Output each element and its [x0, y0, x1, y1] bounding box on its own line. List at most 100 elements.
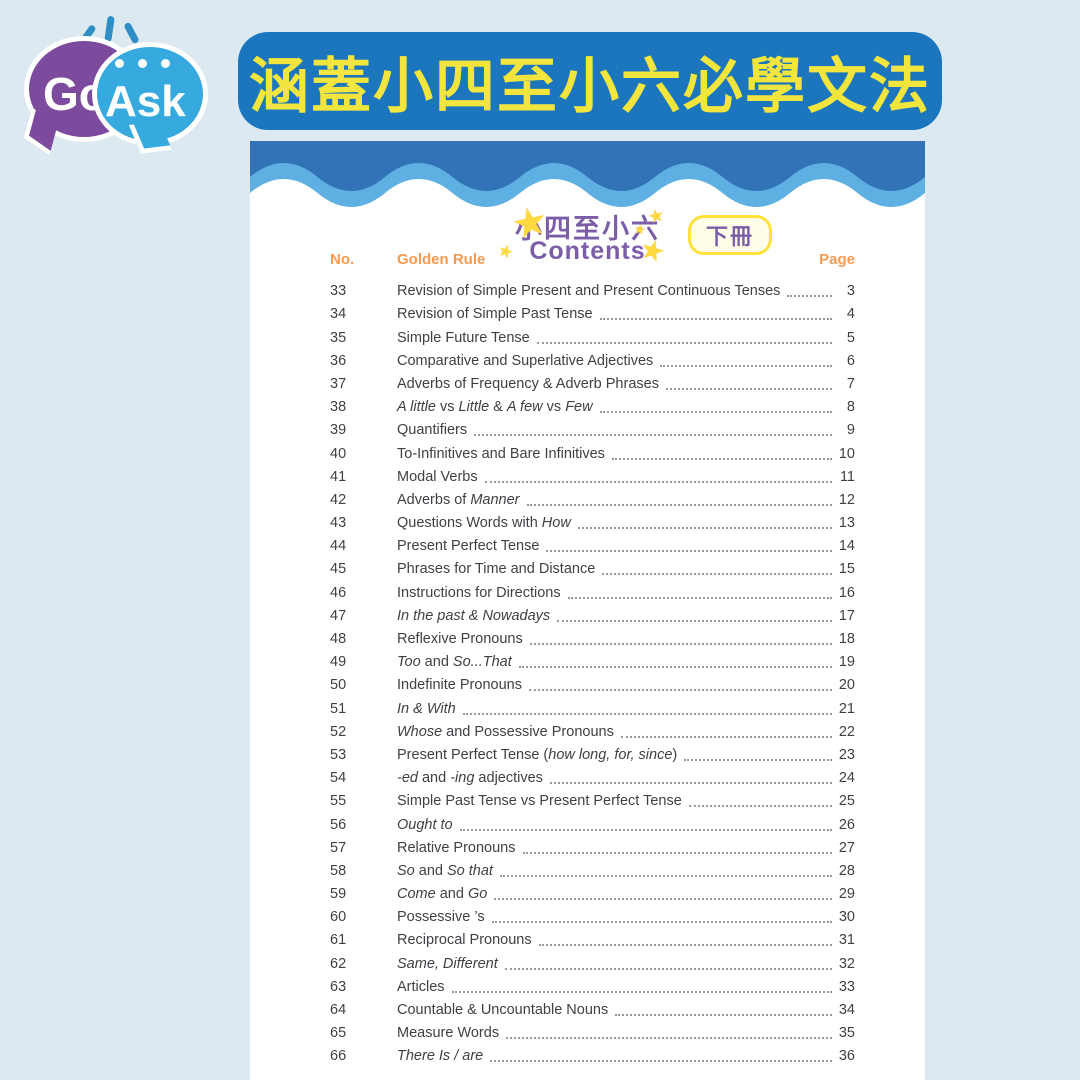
toc-row-number: 51 — [330, 700, 347, 717]
toc-row-page: 28 — [838, 862, 855, 879]
toc-row-title: So and So that — [397, 862, 493, 879]
toc-row-number: 56 — [330, 816, 347, 833]
toc-row-number: 50 — [330, 677, 347, 694]
toc-row-title: To-Infinitives and Bare Infinitives — [397, 445, 605, 462]
toc-list: 33 Revision of Simple Present and Present… — [330, 278, 855, 1066]
dotted-leader — [474, 434, 832, 437]
toc-row: 64 Countable & Uncountable Nouns 34 — [330, 997, 855, 1020]
toc-row-page: 22 — [838, 723, 855, 740]
volume-badge: 下冊 — [688, 215, 773, 255]
table-header: No. Golden Rule Page — [330, 251, 855, 271]
toc-row: 36 Comparative and Superlative Adjectives… — [330, 348, 855, 371]
toc-row-number: 33 — [330, 283, 347, 300]
toc-row-title: Reflexive Pronouns — [397, 631, 523, 647]
toc-row: 42 Adverbs of Manner 12 — [330, 487, 855, 510]
toc-row: 54 -ed and -ing adjectives 24 — [330, 765, 855, 788]
toc-row-title: Present Perfect Tense (how long, for, si… — [397, 746, 678, 763]
dotted-leader — [491, 921, 832, 924]
dotted-leader — [526, 503, 832, 506]
toc-row-page: 33 — [838, 978, 855, 995]
toc-row-page: 27 — [838, 839, 855, 856]
toc-row-title: Countable & Uncountable Nouns — [397, 1002, 609, 1018]
dotted-leader — [522, 851, 832, 854]
dotted-leader — [504, 967, 832, 970]
dotted-leader — [538, 944, 832, 947]
dotted-leader — [557, 619, 832, 622]
speech-bubble-ask-icon: Ask — [92, 42, 208, 146]
toc-row-title: Questions Words with How — [397, 515, 571, 532]
toc-row-number: 60 — [330, 909, 347, 926]
toc-row: 46 Instructions for Directions 16 — [330, 579, 855, 602]
toc-row-title: Ought to — [397, 816, 453, 833]
toc-row-page: 14 — [838, 538, 855, 555]
toc-row-number: 53 — [330, 746, 347, 763]
toc-row: 48 Reflexive Pronouns 18 — [330, 626, 855, 649]
toc-row-page: 24 — [838, 770, 855, 787]
dotted-leader — [567, 596, 832, 599]
dotted-leader — [599, 411, 832, 414]
dotted-leader — [484, 480, 832, 483]
toc-row-number: 57 — [330, 839, 347, 856]
dotted-leader — [536, 341, 832, 344]
goask-logo: Go Ask — [22, 12, 208, 146]
toc-row-title: Measure Words — [397, 1025, 500, 1042]
toc-row-number: 62 — [330, 955, 347, 972]
contents-title-zh: 小四至小六 — [515, 214, 660, 244]
toc-row: 47 In the past & Nowadays 17 — [330, 603, 855, 626]
toc-row-page: 25 — [838, 793, 855, 810]
toc-row: 49 Too and So...That 19 — [330, 649, 855, 672]
toc-row-title: In & With — [397, 700, 456, 717]
toc-row-page: 20 — [838, 677, 855, 694]
toc-row: 38 A little vs Little & A few vs Few 8 — [330, 394, 855, 417]
sparkle-dash-icon — [123, 21, 140, 45]
dotted-leader — [599, 318, 832, 321]
dotted-leader — [611, 457, 832, 460]
toc-row: 56 Ought to 26 — [330, 811, 855, 834]
toc-row-page: 36 — [838, 1048, 855, 1065]
dotted-leader — [494, 898, 832, 901]
headline-banner: 涵蓋小四至小六必學文法 — [238, 32, 942, 130]
toc-row: 35 Simple Future Tense 5 — [330, 324, 855, 347]
sparkle-dash-icon — [104, 15, 115, 43]
toc-row-title: Modal Verbs — [397, 468, 478, 485]
toc-row: 43 Questions Words with How 13 — [330, 510, 855, 533]
toc-row-page: 5 — [846, 329, 855, 346]
toc-row: 44 Present Perfect Tense 14 — [330, 533, 855, 556]
toc-row: 53 Present Perfect Tense (how long, for, … — [330, 742, 855, 765]
dotted-leader — [459, 828, 832, 831]
toc-row-number: 40 — [330, 445, 347, 462]
star-icon: ★ — [507, 197, 553, 249]
toc-row-title: Quantifiers — [397, 422, 468, 439]
wave-header-decoration — [250, 141, 925, 207]
toc-row-number: 45 — [330, 561, 347, 578]
toc-row-title: Revision of Simple Past Tense — [397, 306, 593, 323]
toc-row-number: 47 — [330, 607, 347, 624]
dotted-leader — [451, 990, 832, 993]
toc-row: 41 Modal Verbs 11 — [330, 464, 855, 487]
toc-row-number: 34 — [330, 306, 347, 323]
toc-row-number: 54 — [330, 770, 347, 787]
toc-row-title: Comparative and Superlative Adjectives — [397, 352, 654, 369]
toc-row-number: 49 — [330, 654, 347, 671]
toc-row-page: 17 — [838, 607, 855, 624]
toc-row-number: 42 — [330, 491, 347, 508]
toc-row-number: 64 — [330, 1002, 347, 1018]
dotted-leader — [506, 1037, 832, 1040]
toc-row-page: 34 — [838, 1002, 855, 1018]
column-header-no: No. — [330, 251, 355, 268]
toc-row-number: 38 — [330, 399, 347, 416]
toc-row: 40 To-Infinitives and Bare Infinitives 10 — [330, 440, 855, 463]
dotted-leader — [577, 527, 832, 530]
dotted-leader — [518, 666, 832, 669]
toc-row-page: 32 — [838, 955, 855, 972]
contents-title-en: Contents — [529, 237, 646, 265]
toc-row-title: Simple Future Tense — [397, 329, 530, 346]
dotted-leader — [620, 735, 832, 738]
toc-row: 39 Quantifiers 9 — [330, 417, 855, 440]
toc-row-number: 35 — [330, 329, 347, 346]
toc-row-title: Present Perfect Tense — [397, 538, 540, 555]
toc-row-page: 31 — [838, 932, 855, 949]
dotted-leader — [462, 712, 832, 715]
toc-row-number: 52 — [330, 723, 347, 740]
toc-row-number: 65 — [330, 1025, 347, 1042]
